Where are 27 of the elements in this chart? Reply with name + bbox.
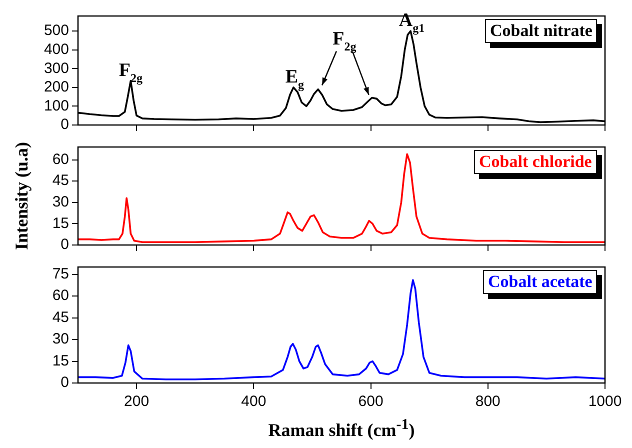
y-tick-label: 15 [52, 352, 69, 370]
y-tick-label: 15 [52, 214, 69, 232]
y-tick-label: 200 [44, 78, 69, 96]
y-tick-label: 400 [44, 40, 69, 58]
y-tick-label: 0 [60, 374, 69, 392]
y-tick-label: 300 [44, 60, 69, 77]
y-tick-label: 75 [52, 265, 69, 282]
y-tick-label: 45 [52, 308, 69, 326]
x-tick-label: 1000 [588, 393, 622, 410]
y-tick-label: 45 [52, 172, 69, 190]
y-tick-label: 0 [60, 236, 69, 254]
y-tick-label: 60 [52, 287, 69, 304]
y-tick-label: 60 [52, 150, 69, 168]
text: Cobalt acetate [483, 270, 598, 294]
y-axis-title: Intensity (u.a) [12, 142, 32, 250]
x-tick-label: 600 [358, 393, 384, 410]
y-tick-label: 500 [44, 22, 69, 40]
x-axis-title: Raman shift (cm$^{-1}$) [268, 417, 415, 441]
x-tick-label: 200 [124, 393, 150, 410]
x-tick-label: 800 [475, 393, 500, 410]
x-tick-label: 400 [241, 393, 266, 410]
y-tick-label: 100 [44, 97, 69, 114]
text: Cobalt chloride [474, 150, 597, 174]
y-tick-label: 0 [60, 116, 69, 134]
text: Cobalt nitrate [485, 19, 598, 43]
y-tick-label: 30 [52, 330, 69, 348]
y-tick-label: 30 [52, 194, 69, 211]
